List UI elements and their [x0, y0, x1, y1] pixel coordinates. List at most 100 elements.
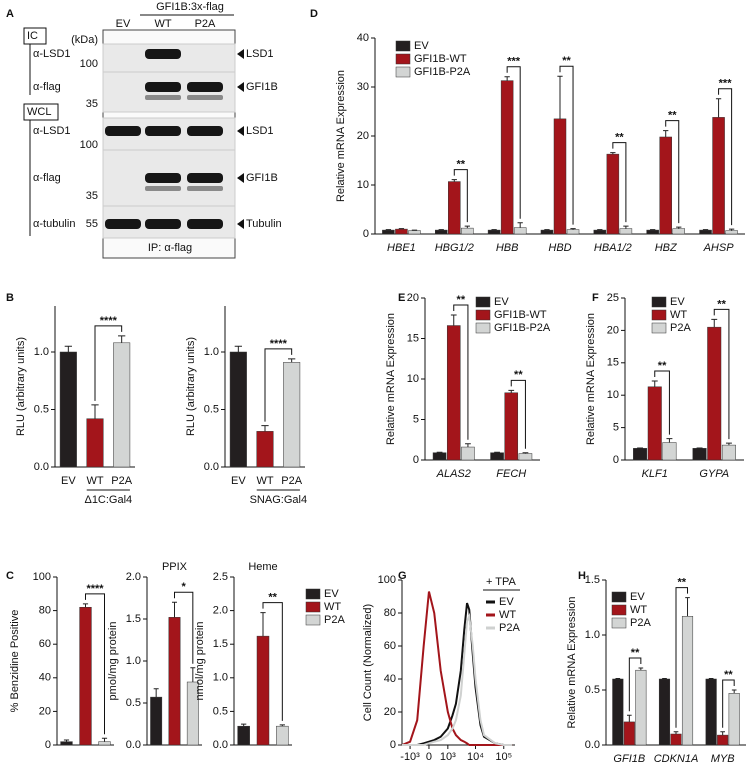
- error-bar: [451, 179, 457, 182]
- bar: [728, 693, 740, 746]
- x-tick-label: WT: [86, 475, 103, 487]
- y-axis-label: Relative mRNA Expression: [585, 313, 597, 445]
- x-tick-label: CDKN1A: [654, 753, 699, 765]
- significance-label: **: [457, 159, 466, 171]
- bar: [633, 448, 648, 461]
- y-tick-label: 0.0: [34, 461, 49, 473]
- y-tick-label: 20: [607, 324, 619, 336]
- x-tick-label: ALAS2: [436, 468, 471, 480]
- significance-label: **: [724, 669, 733, 681]
- y-axis-label: % Benzidine Positive: [9, 610, 21, 713]
- legend-label: EV: [670, 296, 685, 308]
- legend-label: P2A: [324, 614, 345, 626]
- bar: [98, 741, 111, 746]
- x-tick-label: P2A: [281, 475, 302, 487]
- bar: [553, 118, 567, 235]
- error-bar: [260, 612, 266, 637]
- bar: [504, 392, 519, 461]
- significance-bracket: [506, 66, 521, 219]
- legend-label: GFI1B-P2A: [414, 66, 471, 78]
- y-tick-label: 2.5: [213, 571, 228, 583]
- bar: [635, 669, 647, 746]
- y-tick-label: 80: [384, 607, 396, 619]
- legend-label: WT: [324, 601, 341, 613]
- y-tick-label: 1.0: [126, 655, 141, 667]
- y-tick-label: 1.5: [585, 574, 600, 586]
- error-bar: [171, 601, 178, 618]
- bar: [672, 228, 685, 235]
- x-tick-label: EV: [61, 475, 76, 487]
- bar: [500, 80, 514, 235]
- marker-label: 100: [80, 139, 98, 151]
- y-tick-label: 0.5: [34, 403, 49, 415]
- legend-swatch: [611, 604, 627, 616]
- lane-label: P2A: [195, 18, 216, 30]
- y-tick-label: 80: [39, 605, 51, 617]
- bar: [229, 351, 247, 468]
- panel-letter: A: [6, 8, 14, 20]
- significance-label: **: [268, 592, 277, 604]
- legend-swatch: [651, 309, 667, 321]
- bar: [721, 444, 736, 461]
- bar: [658, 678, 671, 746]
- error-bar: [715, 98, 722, 118]
- y-tick-label: 100: [33, 571, 51, 583]
- section-label: WCL: [27, 106, 51, 118]
- y-tick-label: 20: [384, 706, 396, 718]
- error-bar: [288, 358, 296, 363]
- band: [187, 95, 223, 100]
- y-tick-label: 0.5: [126, 697, 141, 709]
- y-tick-label: 60: [384, 640, 396, 652]
- bar: [168, 617, 181, 746]
- section-label: IC: [27, 30, 38, 42]
- marker-label: 35: [86, 190, 98, 202]
- error-bar: [464, 225, 470, 229]
- band: [187, 126, 223, 136]
- blot-footer: IP: α-flag: [148, 242, 192, 254]
- bar: [692, 448, 707, 461]
- legend-label: GFI1B-WT: [494, 309, 547, 321]
- significance-label: **: [677, 577, 686, 589]
- marker-label: 100: [80, 58, 98, 70]
- error-bar: [673, 731, 679, 734]
- bar: [707, 326, 722, 461]
- bar: [619, 228, 633, 235]
- x-tick-label: 10³: [440, 751, 456, 763]
- bar: [490, 452, 504, 461]
- bar: [237, 725, 250, 746]
- error-bar: [82, 603, 89, 608]
- y-axis-label: pmol/mg protein: [107, 622, 119, 701]
- band: [187, 82, 223, 92]
- significance-bracket: [665, 120, 680, 224]
- significance-bracket: [654, 370, 670, 435]
- bar: [593, 229, 607, 235]
- x-tick-label: HBB: [496, 242, 519, 254]
- y-tick-label: 10: [407, 373, 419, 385]
- section-box: [23, 103, 59, 121]
- y-tick-label: 40: [357, 32, 369, 44]
- error-bar: [731, 689, 737, 694]
- y-tick-label: 0.0: [585, 739, 600, 751]
- x-tick-label: AHSP: [703, 242, 735, 254]
- error-bar: [557, 75, 563, 119]
- significance-bracket: [713, 308, 730, 440]
- error-bar: [711, 318, 718, 328]
- band-arrow: [237, 126, 244, 136]
- y-tick-label: 0.0: [204, 461, 219, 473]
- error-bar: [651, 380, 658, 387]
- significance-bracket: [174, 591, 194, 664]
- y-tick-label: 0: [390, 739, 396, 751]
- bar: [518, 453, 533, 461]
- kda-label: (kDa): [71, 34, 98, 46]
- error-bar: [666, 438, 673, 443]
- band-label: LSD1: [246, 48, 274, 60]
- band: [145, 186, 181, 191]
- y-tick-label: 20: [407, 292, 419, 304]
- antibody-label: α-flag: [33, 172, 61, 184]
- bar: [408, 230, 421, 235]
- panel-letter: G: [398, 570, 407, 582]
- legend-swatch: [651, 322, 667, 334]
- bar: [606, 153, 620, 235]
- legend-label: GFI1B-P2A: [494, 322, 551, 334]
- antibody-label: α-LSD1: [33, 48, 71, 60]
